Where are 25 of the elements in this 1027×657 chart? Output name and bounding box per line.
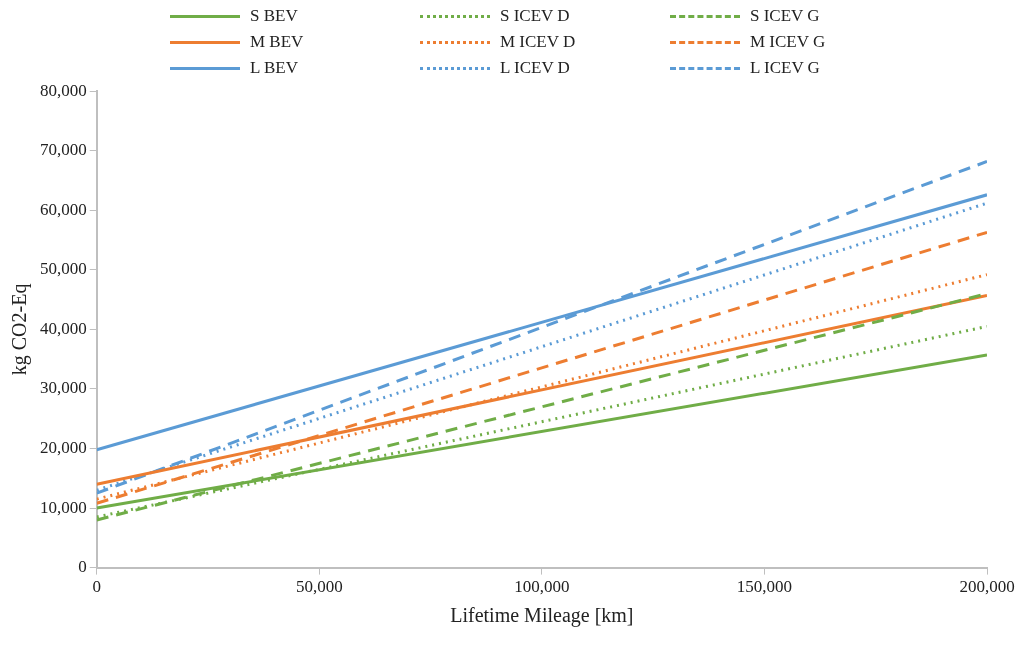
legend-label: M ICEV G bbox=[750, 32, 826, 52]
y-tick-label: 30,000 bbox=[40, 378, 87, 398]
legend-label: L BEV bbox=[250, 58, 299, 78]
y-tick-label: 50,000 bbox=[40, 259, 87, 279]
legend-label: S BEV bbox=[250, 6, 298, 26]
y-axis-title: kg CO2-Eq bbox=[8, 283, 32, 376]
y-tick-label: 0 bbox=[78, 557, 87, 577]
legend-label: L ICEV D bbox=[500, 58, 570, 78]
y-tick-label: 80,000 bbox=[40, 80, 87, 100]
y-tick-label: 60,000 bbox=[40, 199, 87, 219]
x-tick-label: 50,000 bbox=[295, 577, 343, 597]
x-axis-title: Lifetime Mileage [km] bbox=[450, 604, 634, 628]
y-tick-label: 70,000 bbox=[40, 140, 87, 160]
legend-label: M ICEV D bbox=[500, 32, 576, 52]
y-tick-label: 20,000 bbox=[40, 437, 87, 457]
legend-label: L ICEV G bbox=[750, 58, 820, 78]
y-tick-label: 10,000 bbox=[40, 497, 87, 517]
x-tick-label: 0 bbox=[92, 577, 101, 597]
legend-label: S ICEV D bbox=[500, 6, 570, 26]
x-tick-label: 150,000 bbox=[736, 577, 793, 597]
y-tick-label: 40,000 bbox=[40, 318, 87, 338]
x-tick-label: 100,000 bbox=[514, 577, 570, 597]
legend-label: M BEV bbox=[250, 32, 304, 52]
legend-label: S ICEV G bbox=[750, 6, 820, 26]
x-tick-label: 200,000 bbox=[959, 577, 1015, 597]
